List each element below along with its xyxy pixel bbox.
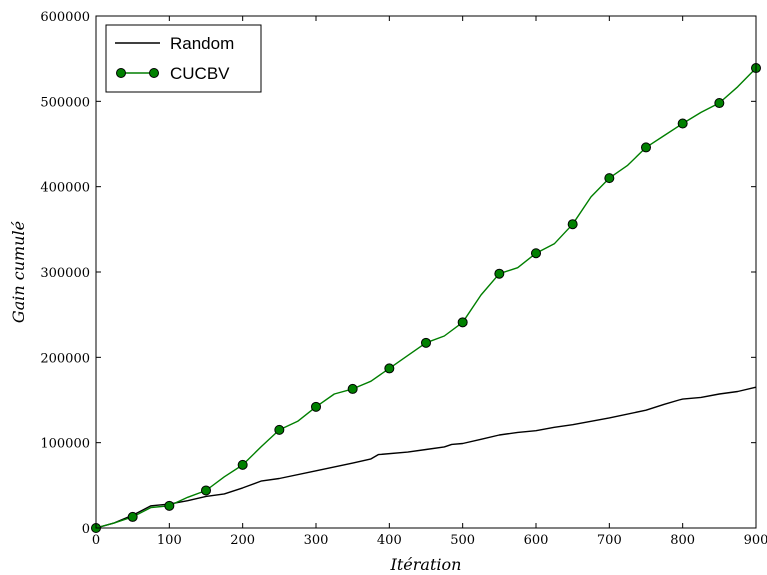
data-point-cucbv <box>384 363 395 374</box>
y-tick-label: 0 <box>82 522 90 537</box>
data-point-cucbv <box>494 268 505 279</box>
x-tick-label: 400 <box>377 533 402 548</box>
y-tick-label: 100000 <box>40 437 90 452</box>
legend-label-cucbv: CUCBV <box>170 64 230 83</box>
y-tick-label: 500000 <box>40 95 90 110</box>
x-tick-label: 800 <box>670 533 695 548</box>
x-tick-label: 200 <box>230 533 255 548</box>
legend: Random CUCBV <box>105 24 262 93</box>
y-axis-label: Gain cumulé <box>9 221 28 323</box>
data-point-cucbv <box>127 511 138 522</box>
data-point-cucbv <box>677 118 688 129</box>
x-tick-label: 600 <box>524 533 549 548</box>
legend-label-random: Random <box>170 34 234 53</box>
legend-box <box>105 24 262 93</box>
data-point-cucbv <box>201 485 211 496</box>
x-tick-label: 500 <box>450 533 475 548</box>
data-point-cucbv <box>164 500 175 511</box>
data-point-cucbv <box>421 337 431 348</box>
data-point-cucbv <box>714 98 725 109</box>
data-point-cucbv <box>604 173 615 184</box>
series-line-random <box>95 386 757 529</box>
plot-lines <box>95 67 757 529</box>
x-tick-label: 900 <box>744 533 767 548</box>
data-point-cucbv <box>531 248 541 259</box>
x-axis-label: Itération <box>390 555 462 574</box>
data-point-cucbv <box>567 219 578 230</box>
plot-frame <box>95 15 757 529</box>
data-point-cucbv <box>457 317 468 328</box>
legend-marker-cucbv <box>116 68 126 78</box>
y-tick-label: 300000 <box>40 266 90 281</box>
x-tick-label: 0 <box>92 533 100 548</box>
y-tick-label: 400000 <box>40 181 90 196</box>
data-point-cucbv <box>237 459 248 470</box>
data-point-cucbv <box>347 383 358 394</box>
x-tick-label: 300 <box>304 533 329 548</box>
series-line-cucbv <box>95 67 757 529</box>
series-markers <box>91 63 761 533</box>
data-point-cucbv <box>641 142 651 153</box>
data-point-cucbv <box>274 424 285 435</box>
y-tick-label: 200000 <box>40 351 90 366</box>
x-tick-label: 100 <box>157 533 182 548</box>
axis-ticks <box>95 15 757 529</box>
data-point-cucbv <box>311 401 321 412</box>
y-tick-label: 600000 <box>40 10 90 25</box>
tick-labels: 0 100 200 300 400 500 600 700 800 900 0 100000 20000… <box>40 10 767 548</box>
legend-marker-cucbv <box>149 68 159 78</box>
x-tick-label: 700 <box>597 533 622 548</box>
